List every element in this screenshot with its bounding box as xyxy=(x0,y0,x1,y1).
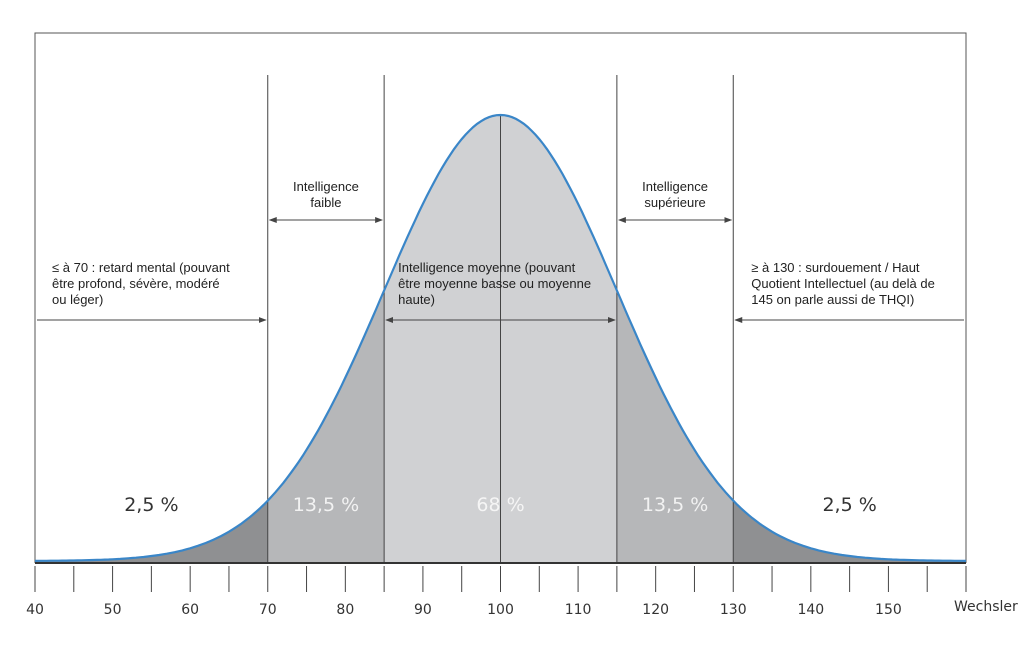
tick-label-100: 100 xyxy=(487,602,514,618)
tick-label-60: 60 xyxy=(181,602,199,618)
annotation-text-3-1: supérieure xyxy=(644,195,705,210)
annotation-text-4-0: ≥ à 130 : surdouement / Haut xyxy=(751,260,920,275)
annotation-text-2-1: être moyenne basse ou moyenne xyxy=(398,276,591,291)
tick-label-70: 70 xyxy=(259,602,277,618)
tick-label-140: 140 xyxy=(797,602,824,618)
tick-label-50: 50 xyxy=(104,602,122,618)
tick-label-120: 120 xyxy=(642,602,669,618)
percent-label-2: 68 % xyxy=(476,494,524,516)
tick-label-80: 80 xyxy=(336,602,354,618)
tick-label-110: 110 xyxy=(565,602,592,618)
percent-label-1: 13,5 % xyxy=(293,494,359,516)
percent-label-4: 2,5 % xyxy=(822,494,876,516)
annotation-text-0-2: ou léger) xyxy=(52,292,103,307)
tick-label-130: 130 xyxy=(720,602,747,618)
region-4 xyxy=(733,500,966,563)
annotation-text-1-0: Intelligence xyxy=(293,179,359,194)
annotation-text-4-2: 145 on parle aussi de THQI) xyxy=(751,292,914,307)
tick-label-40: 40 xyxy=(26,602,44,618)
annotation-text-4-1: Quotient Intellectuel (au delà de xyxy=(751,276,935,291)
tick-label-90: 90 xyxy=(414,602,432,618)
distribution-curve xyxy=(34,113,967,562)
annotation-text-2-2: haute) xyxy=(398,292,435,307)
x-axis-label: Wechsler xyxy=(954,599,1018,615)
chart-frame xyxy=(34,32,967,563)
annotation-text-0-1: être profond, sévère, modéré xyxy=(52,276,220,291)
percent-label-3: 13,5 % xyxy=(642,494,708,516)
percent-label-0: 2,5 % xyxy=(124,494,178,516)
region-0 xyxy=(35,500,268,563)
annotation-text-3-0: Intelligence xyxy=(642,179,708,194)
annotation-text-2-0: Intelligence moyenne (pouvant xyxy=(398,260,575,275)
tick-label-150: 150 xyxy=(875,602,902,618)
annotation-text-1-1: faible xyxy=(310,195,341,210)
annotation-text-0-0: ≤ à 70 : retard mental (pouvant xyxy=(52,260,230,275)
